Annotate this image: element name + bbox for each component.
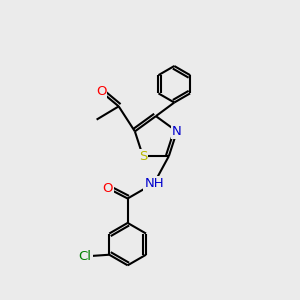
Text: N: N: [172, 125, 182, 138]
Text: NH: NH: [144, 177, 164, 190]
Text: Cl: Cl: [79, 250, 92, 263]
Text: S: S: [139, 150, 147, 163]
Text: O: O: [96, 85, 106, 98]
Text: O: O: [102, 182, 113, 195]
